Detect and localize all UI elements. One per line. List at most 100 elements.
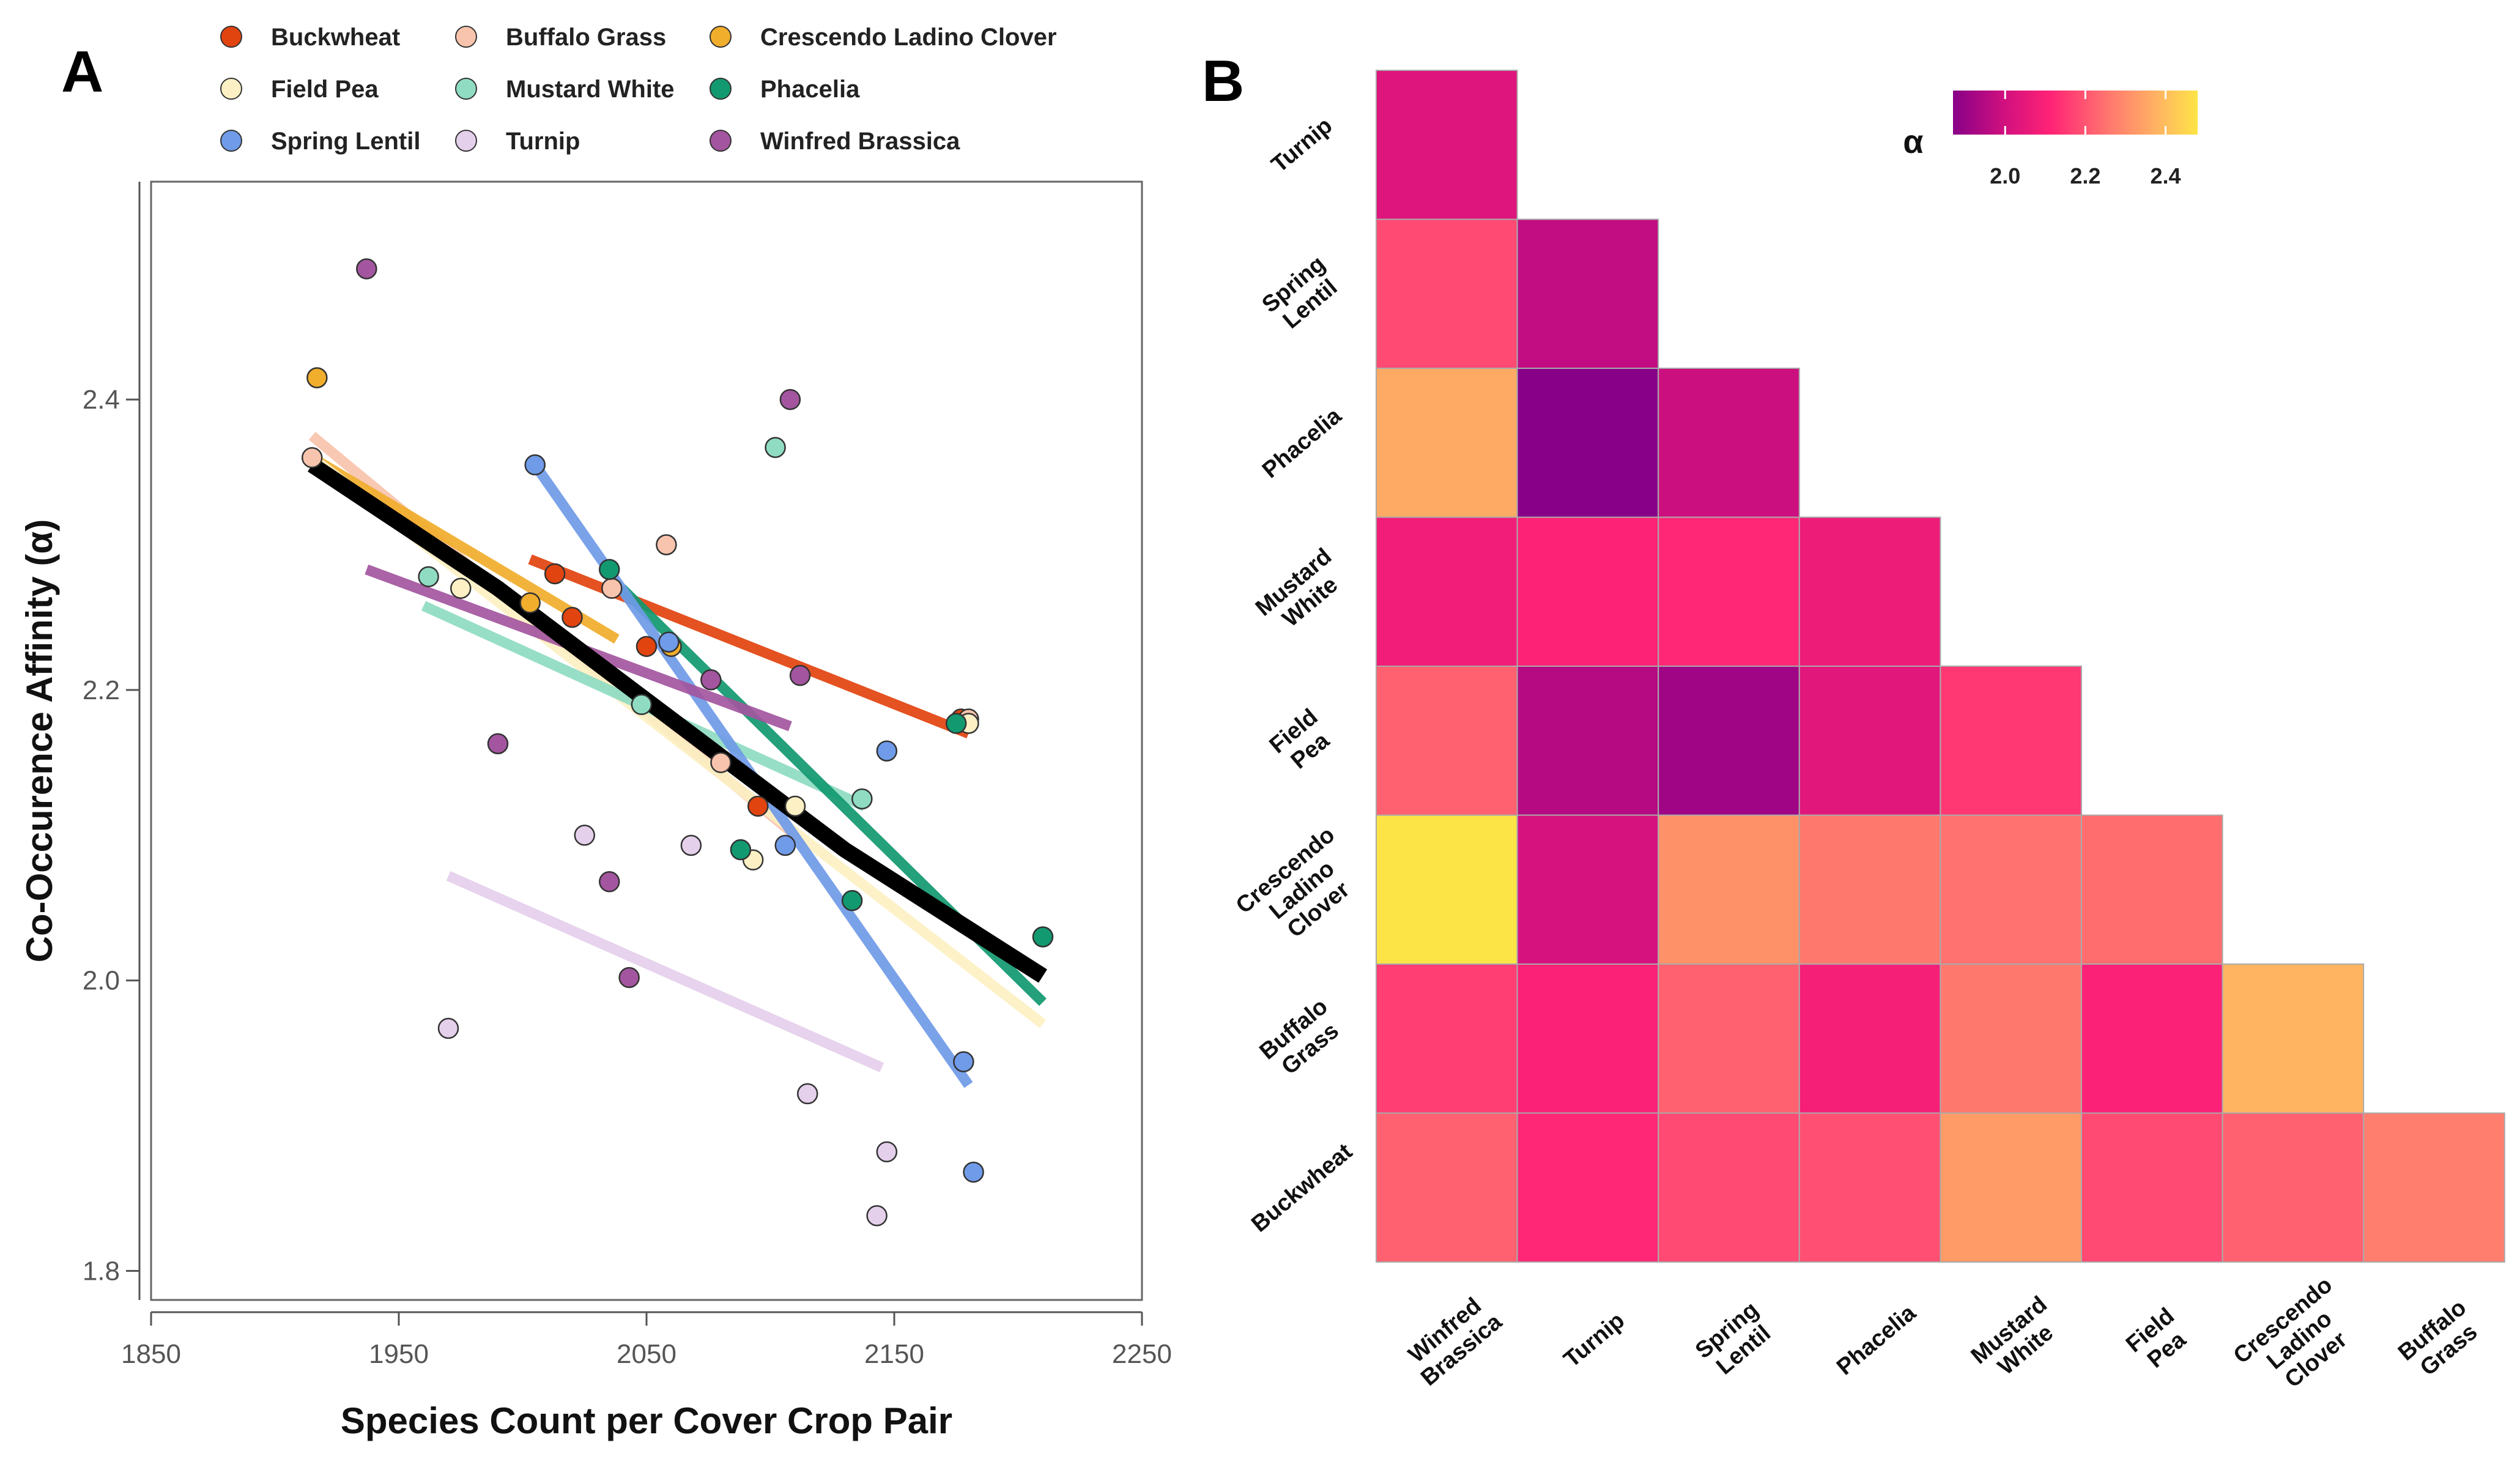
heatmap-cell-spring-lentil-x-winfred-brassica xyxy=(1376,218,1518,369)
heatmap-cell-phacelia-x-winfred-brassica xyxy=(1376,368,1518,518)
legend-label-buckwheat: Buckwheat xyxy=(271,24,400,51)
heatmap-cell-crescendo-ladino-clover-x-turnip xyxy=(1516,814,1659,965)
x-tick-label: 1950 xyxy=(369,1339,429,1369)
colorbar-tick-label: 2.2 xyxy=(2070,163,2100,188)
heatmap-cell-buffalo-grass-x-winfred-brassica xyxy=(1376,963,1518,1114)
heatmap-cell-buckwheat-x-winfred-brassica xyxy=(1376,1112,1518,1263)
heatmap-cell-buffalo-grass-x-turnip xyxy=(1516,963,1659,1114)
col-label-turnip: Turnip xyxy=(1559,1308,1629,1373)
y-tick-label: 2.0 xyxy=(83,966,120,996)
heatmap-col-labels: WinfredBrassica Turnip SpringLentil Phaceli… xyxy=(1399,1272,2488,1408)
y-tick-label: 2.4 xyxy=(83,385,120,415)
colorbar-title: α xyxy=(1903,124,1923,160)
trend-line-overall xyxy=(308,458,1047,983)
point-turnip xyxy=(680,834,702,856)
point-phacelia xyxy=(599,559,620,581)
heatmap-cell-buckwheat-x-phacelia xyxy=(1798,1112,1941,1263)
panel-a-label: A xyxy=(61,39,103,105)
heatmap-row-labels: Turnip SpringLentil Phacelia MustardWhite Fi… xyxy=(1231,113,1373,1237)
heatmap-cell-buckwheat-x-crescendo-ladino-clover xyxy=(2222,1112,2365,1263)
x-tick-label: 2050 xyxy=(617,1339,676,1369)
heatmap-cell-phacelia-x-spring-lentil xyxy=(1658,368,1800,518)
colorbar-tick-label: 2.4 xyxy=(2151,163,2181,188)
heatmap-cell-field-pea-x-phacelia xyxy=(1798,666,1941,816)
heatmap-cell-mustard-white-x-winfred-brassica xyxy=(1376,516,1518,667)
heatmap-cell-buckwheat-x-mustard-white xyxy=(1940,1112,2082,1263)
col-label-phacelia: Phacelia xyxy=(1832,1300,1921,1381)
legend-label-mustard-white: Mustard White xyxy=(506,76,675,103)
point-phacelia xyxy=(946,713,967,734)
point-turnip xyxy=(866,1205,888,1227)
panel-a-scatter: A Buckwheat Buffalo Grass Crescendo Ladino… xyxy=(19,24,1172,1441)
row-label-field-pea: FieldPea xyxy=(1265,704,1340,778)
point-turnip xyxy=(574,825,595,846)
point-buffalo-grass xyxy=(656,534,677,555)
point-winfred-brassica xyxy=(487,733,509,754)
col-label-winfred-brassica: WinfredBrassica xyxy=(1399,1289,1507,1391)
legend-marker-spring-lentil xyxy=(220,130,242,152)
heatmap-cell-mustard-white-x-turnip xyxy=(1516,516,1659,667)
point-buffalo-grass xyxy=(302,447,323,469)
heatmap-cell-buffalo-grass-x-mustard-white xyxy=(1940,963,2082,1114)
point-buffalo-grass xyxy=(710,752,732,773)
y-tick-label: 1.8 xyxy=(83,1257,120,1286)
point-turnip xyxy=(797,1083,818,1105)
x-tick-label: 2150 xyxy=(864,1339,924,1369)
col-label-spring-lentil: SpringLentil xyxy=(1691,1297,1780,1384)
row-label-buckwheat: Buckwheat xyxy=(1247,1138,1357,1237)
trend-lines xyxy=(308,431,1047,1088)
col-label-buffalo-grass: BuffaloGrass xyxy=(2393,1295,2488,1386)
legend-marker-buckwheat xyxy=(220,26,242,48)
point-turnip xyxy=(437,1017,459,1039)
point-spring-lentil xyxy=(774,834,796,856)
point-spring-lentil xyxy=(524,454,546,476)
heatmap-cell-mustard-white-x-phacelia xyxy=(1798,516,1941,667)
legend-marker-mustard-white xyxy=(455,78,477,100)
heatmap-cell-buckwheat-x-field-pea xyxy=(2081,1112,2223,1263)
legend: Buckwheat Buffalo Grass Crescendo Ladino C… xyxy=(220,24,1057,155)
row-label-phacelia: Phacelia xyxy=(1258,403,1347,483)
heatmap-cell-buckwheat-x-turnip xyxy=(1516,1112,1659,1263)
point-field-pea xyxy=(450,577,472,599)
heatmap-cell-turnip-x-winfred-brassica xyxy=(1376,70,1518,220)
point-mustard-white xyxy=(765,437,786,458)
x-tick-label: 1850 xyxy=(121,1339,181,1369)
x-axis-title: Species Count per Cover Crop Pair xyxy=(341,1400,952,1441)
point-buckwheat xyxy=(544,563,566,585)
row-label-crescendo-ladino-clover: CrescendoLadinoClover xyxy=(1231,822,1373,959)
point-spring-lentil xyxy=(963,1161,984,1183)
heatmap-cell-field-pea-x-mustard-white xyxy=(1940,666,2082,816)
colorbar-gradient xyxy=(1953,91,2198,135)
point-phacelia xyxy=(730,839,752,861)
heatmap-cell-field-pea-x-spring-lentil xyxy=(1658,666,1800,816)
col-label-field-pea: FieldPea xyxy=(2121,1303,2196,1377)
heatmap-cell-crescendo-ladino-clover-x-field-pea xyxy=(2081,814,2223,965)
panel-b-label: B xyxy=(1202,48,1244,114)
legend-marker-crescendo-ladino-clover xyxy=(710,26,732,48)
heatmap-cell-crescendo-ladino-clover-x-phacelia xyxy=(1798,814,1941,965)
point-winfred-brassica xyxy=(356,258,377,280)
point-turnip xyxy=(876,1141,898,1163)
legend-label-field-pea: Field Pea xyxy=(271,76,379,103)
plot-area-border xyxy=(150,180,1143,1301)
heatmap-cell-field-pea-x-winfred-brassica xyxy=(1376,666,1518,816)
legend-label-crescendo-ladino-clover: Crescendo Ladino Clover xyxy=(760,24,1057,51)
colorbar-tick-label: 2.0 xyxy=(1990,163,2020,188)
heatmap-cell-buckwheat-x-buffalo-grass xyxy=(2363,1112,2505,1263)
point-buckwheat xyxy=(561,606,583,628)
col-label-crescendo-ladino-clover: CrescendoLadinoClover xyxy=(2229,1272,2370,1408)
point-winfred-brassica xyxy=(700,669,722,691)
heatmap-cell-buffalo-grass-x-crescendo-ladino-clover xyxy=(2222,963,2365,1114)
row-label-mustard-white: MustardWhite xyxy=(1251,543,1353,640)
point-mustard-white xyxy=(631,694,653,715)
legend-label-spring-lentil: Spring Lentil xyxy=(271,128,420,155)
y-axis-title: Co-Occurence Affinity (α) xyxy=(19,519,60,963)
legend-marker-phacelia xyxy=(710,78,732,100)
legend-marker-turnip xyxy=(455,130,477,152)
heatmap-cell-buffalo-grass-x-phacelia xyxy=(1798,963,1941,1114)
x-axis: 1850 1950 2050 2150 2250 xyxy=(121,1311,1172,1369)
point-winfred-brassica xyxy=(618,967,640,989)
point-phacelia xyxy=(841,889,863,911)
point-winfred-brassica xyxy=(789,664,811,686)
